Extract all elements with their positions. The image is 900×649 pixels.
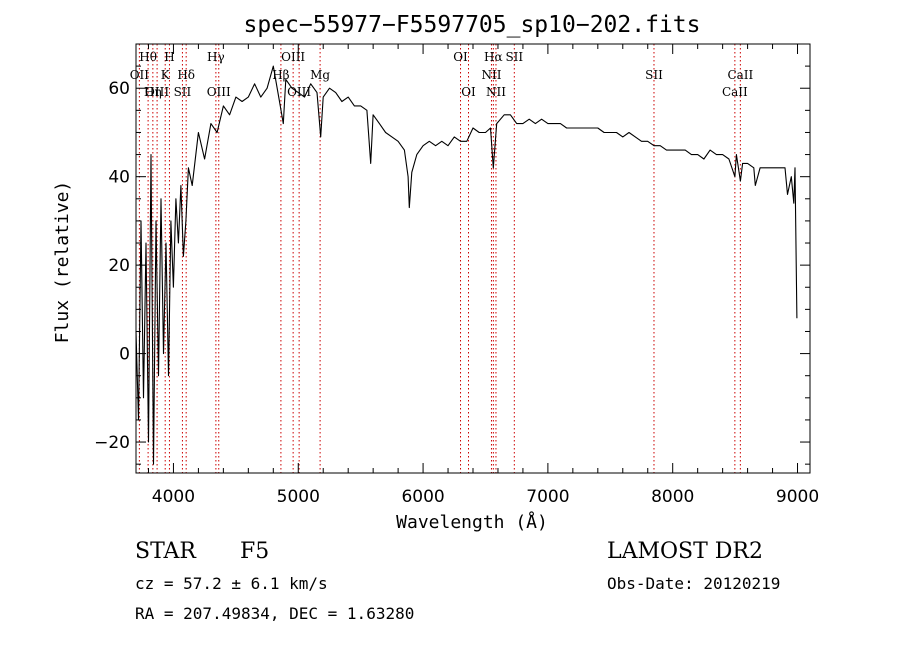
spectral-line-label-0: Hθ (139, 50, 157, 64)
x-axis-label: Wavelength (Å) (396, 511, 548, 533)
object-class: STAR (135, 539, 196, 564)
y-axis-label: Flux (relative) (52, 181, 73, 344)
axis-ticks: 4000 5000 6000 7000 8000 9000 −20 0 20 40 60 (94, 44, 819, 507)
coordinates-text: RA = 207.49834, DEC = 1.63280 (135, 604, 415, 623)
spectral-line-label-21: CaII (727, 68, 753, 82)
x-tick-label-0: 4000 (152, 487, 195, 507)
spectral-line-label-2: OIII (145, 85, 169, 99)
chart-title: spec−55977−F5597705_sp10−202.fits (244, 12, 701, 38)
x-tick-label-4: 8000 (651, 487, 694, 507)
spectral-line-label-8: Hγ (207, 50, 225, 64)
x-tick-label-5: 9000 (776, 487, 819, 507)
spectral-line-label-19: NII (486, 85, 506, 99)
spectral-line-label-20: SII (645, 68, 663, 82)
survey-name: LAMOST DR2 (607, 539, 763, 564)
spectral-line-label-9: OIII (207, 85, 231, 99)
spectral-line-label-13: Mg (310, 68, 330, 82)
x-tick-label-1: 5000 (277, 487, 320, 507)
y-tick-label-4: 60 (108, 79, 130, 99)
spectral-line-label-16: Hα (484, 50, 503, 64)
object-subclass: F5 (240, 539, 270, 564)
spectral-line-label-17: SII (505, 50, 523, 64)
spectral-line-label-5: K (161, 68, 171, 82)
spectral-line-label-15: OI (461, 85, 476, 99)
plot-frame (135, 43, 811, 474)
x-tick-label-3: 7000 (526, 487, 569, 507)
spectral-line-label-14: OI (453, 50, 468, 64)
obs-date: Obs-Date: 20120219 (607, 574, 781, 593)
spectral-lines (138, 44, 741, 473)
y-tick-label-2: 20 (108, 256, 130, 276)
spectrum-series (135, 65, 798, 465)
spectral-line-label-1: OII (130, 68, 150, 82)
spectrum-line-0 (135, 65, 798, 465)
spectral-line-label-10: OIII (281, 50, 305, 64)
spectral-line-label-7: SII (174, 85, 192, 99)
y-tick-label-0: −20 (94, 433, 130, 453)
redshift-text: cz = 57.2 ± 6.1 km/s (135, 574, 328, 593)
spectral-line-label-4: H (164, 50, 174, 64)
spectral-line-label-22: CaII (722, 85, 748, 99)
y-tick-label-3: 40 (108, 168, 130, 188)
spectral-line-label-18: NII (481, 68, 501, 82)
spectral-line-label-11: Hβ (272, 68, 289, 82)
spectral-line-label-3: Hη (144, 85, 162, 99)
y-tick-label-1: 0 (119, 345, 130, 365)
spectral-line-label-6: Hδ (177, 68, 195, 82)
x-tick-label-2: 6000 (401, 487, 444, 507)
